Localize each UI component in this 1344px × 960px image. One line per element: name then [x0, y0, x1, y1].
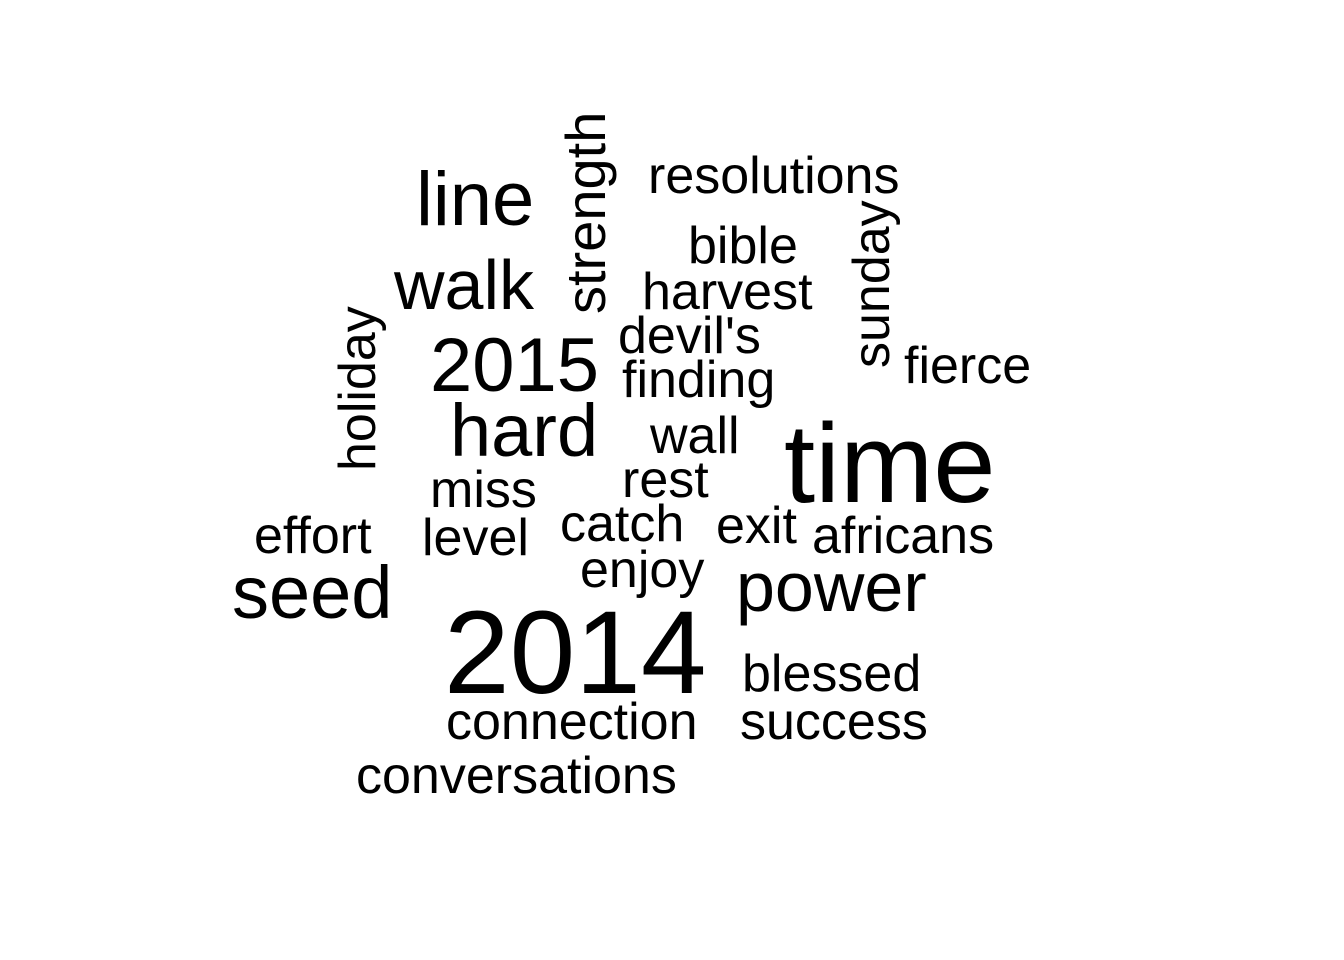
cloud-word-miss: miss	[430, 461, 537, 519]
cloud-word-time: time	[784, 401, 996, 526]
cloud-word-effort: effort	[254, 507, 372, 565]
cloud-word-2014: 2014	[444, 587, 707, 719]
cloud-word-holiday: holiday	[329, 306, 387, 471]
cloud-word-conversations: conversations	[356, 747, 677, 805]
cloud-word-sunday: sunday	[843, 200, 901, 368]
cloud-word-harvest: harvest	[642, 263, 813, 321]
cloud-word-rest: rest	[622, 451, 709, 509]
cloud-word-walk: walk	[394, 246, 535, 324]
cloud-word-seed: seed	[232, 551, 393, 634]
cloud-word-power: power	[736, 548, 927, 626]
cloud-word-bible: bible	[688, 217, 798, 275]
cloud-word-africans: africans	[812, 507, 995, 565]
cloud-word-2015: 2015	[430, 323, 600, 408]
cloud-word-wall: wall	[650, 407, 740, 465]
cloud-word-success: success	[740, 693, 928, 751]
cloud-word-exit: exit	[716, 497, 797, 555]
cloud-word-fierce: fierce	[904, 337, 1032, 395]
cloud-word-enjoy: enjoy	[580, 541, 705, 599]
cloud-word-blessed: blessed	[742, 645, 922, 703]
cloud-word-catch: catch	[560, 495, 685, 553]
cloud-word-devils: devil's	[618, 307, 761, 365]
cloud-word-strength: strength	[554, 111, 617, 314]
cloud-word-line: line	[416, 157, 535, 242]
cloud-word-level: level	[422, 509, 529, 567]
cloud-word-hard: hard	[450, 389, 599, 472]
cloud-word-finding: finding	[622, 351, 776, 409]
cloud-word-resolutions: resolutions	[648, 147, 900, 205]
cloud-word-connection: connection	[446, 693, 698, 751]
